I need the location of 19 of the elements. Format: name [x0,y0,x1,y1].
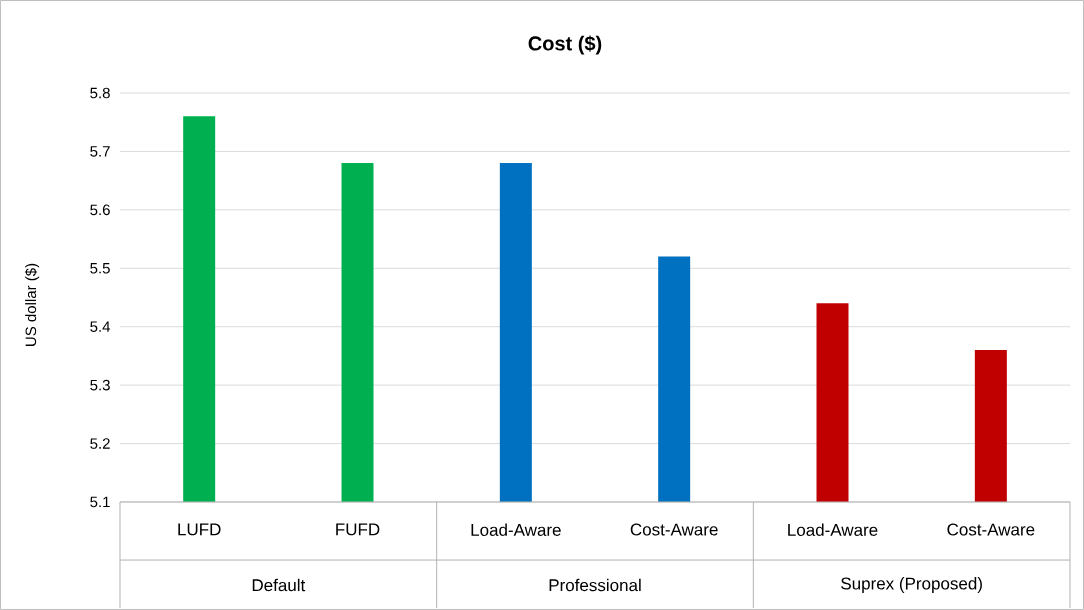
chart-title: Cost ($) [528,35,602,55]
x-tick-label: FUFD [336,523,380,536]
y-tick-label: 5.8 [90,87,110,99]
x-tick-label: LUFD [178,523,221,536]
y-tick-label: 5.3 [90,379,110,391]
y-tick-label: 5.2 [90,438,110,449]
x-tick-label: Load-Aware [471,523,561,536]
y-tick-label: 5.6 [90,204,110,216]
y-tick-label: 5.5 [90,263,110,274]
x-tick-label: Cost-Aware [630,523,718,536]
x-tick-label: Load-Aware [788,523,878,536]
x-tick-label: Cost-Aware [947,523,1035,536]
y-axis-title: US dollar ($) [24,263,40,346]
text: Suprex (Proposed) [841,577,982,593]
y-tick-label: 5.1 [90,496,110,508]
text: Default [252,578,306,592]
y-tick-label: 5.7 [90,146,110,157]
text: Professional [549,578,641,592]
y-tick-label: 5.4 [90,321,111,332]
